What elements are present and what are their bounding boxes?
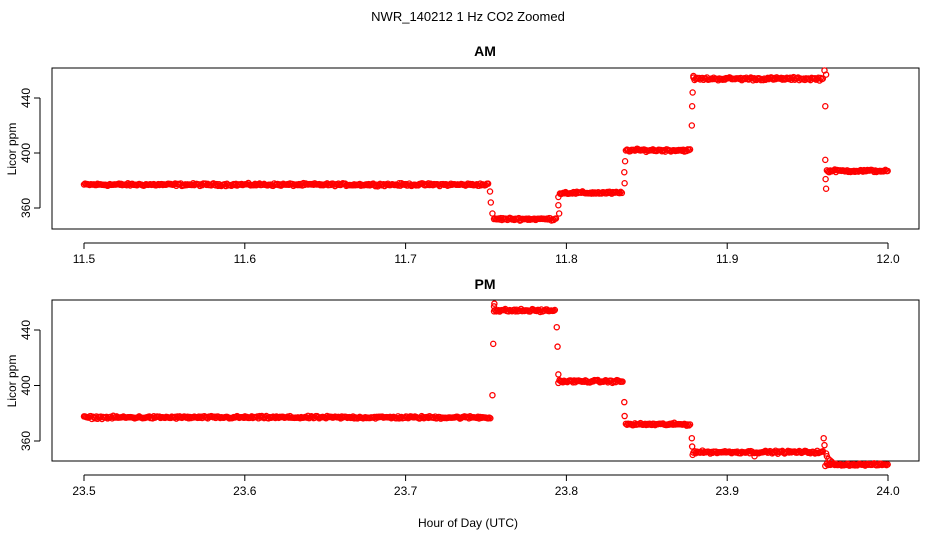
x-tick-label: 23.5 xyxy=(72,484,96,498)
x-axis-label: Hour of Day (UTC) xyxy=(418,516,518,530)
data-point xyxy=(603,377,611,385)
data-point xyxy=(551,306,559,314)
data-point-transition xyxy=(822,156,829,164)
y-tick-label: 400 xyxy=(19,375,33,395)
data-point xyxy=(741,75,749,83)
data-point-transition xyxy=(491,300,498,307)
x-axis-am: 11.5 11.6 11.7 11.8 11.9 12.0 xyxy=(73,242,900,266)
data-point xyxy=(806,448,813,456)
data-point-transition xyxy=(828,458,835,466)
data-point-transition xyxy=(553,323,561,331)
data-point-transition xyxy=(555,201,562,209)
data-point xyxy=(487,415,494,422)
data-point xyxy=(484,180,492,187)
data-point xyxy=(194,414,201,422)
data-point-transition xyxy=(489,391,496,399)
data-point-transition xyxy=(821,441,828,449)
plot-frame-am xyxy=(51,67,920,230)
data-point-transition xyxy=(621,412,628,420)
data-point xyxy=(881,167,888,175)
figure-title: NWR_140212 1 Hz CO2 Zoomed xyxy=(371,9,565,24)
data-point-transition xyxy=(621,157,629,165)
data-point-transition xyxy=(555,371,562,378)
data-point-transition xyxy=(822,71,830,78)
data-point-transition xyxy=(555,193,562,201)
series-points-pm xyxy=(80,300,891,470)
x-tick-label: 11.8 xyxy=(555,252,578,266)
data-point xyxy=(211,413,218,420)
y-tick-label: 440 xyxy=(19,88,33,108)
data-point xyxy=(294,181,302,189)
data-point-transition xyxy=(822,450,830,457)
data-point-transition xyxy=(486,188,494,195)
data-point-transition xyxy=(689,89,696,96)
panel-title-am: AM xyxy=(474,43,496,59)
data-point-transition xyxy=(820,434,827,442)
data-point-transition xyxy=(688,122,696,129)
data-point xyxy=(884,167,891,175)
data-point-transition xyxy=(689,451,696,459)
data-point xyxy=(616,189,623,197)
data-point-transition xyxy=(554,343,561,350)
series-points-am xyxy=(80,67,891,224)
panel-am: AM Licor ppm 11.5 11.6 11.7 11.8 11.9 12.0 36… xyxy=(5,43,920,266)
y-tick-label: 440 xyxy=(19,320,33,340)
x-tick-label: 23.9 xyxy=(716,484,740,498)
x-tick-label: 23.8 xyxy=(555,484,579,498)
data-point xyxy=(619,378,626,385)
x-tick-label: 24.0 xyxy=(876,484,900,498)
data-point-transition xyxy=(487,199,495,206)
data-point-transition xyxy=(826,457,834,464)
x-axis-pm: 23.5 23.6 23.7 23.8 23.9 24.0 xyxy=(72,474,900,498)
data-point-transition xyxy=(822,462,829,470)
y-tick-label: 400 xyxy=(19,143,33,163)
x-tick-label: 11.7 xyxy=(394,252,417,266)
data-point-transition xyxy=(489,210,496,217)
data-point xyxy=(686,146,694,153)
data-point xyxy=(686,421,694,428)
x-tick-label: 11.6 xyxy=(234,252,257,266)
data-point-transition xyxy=(822,175,829,183)
data-point xyxy=(819,75,827,82)
data-point xyxy=(683,422,690,429)
y-tick-label: 360 xyxy=(19,198,33,218)
data-point xyxy=(618,189,626,197)
data-point xyxy=(764,74,771,82)
data-point-transition xyxy=(688,443,696,450)
x-tick-label: 12.0 xyxy=(876,252,900,266)
x-tick-label: 11.9 xyxy=(716,252,739,266)
y-tick-label: 360 xyxy=(19,431,33,451)
data-point-transition xyxy=(489,340,497,348)
data-point xyxy=(552,215,560,222)
ylabel-pm: Licor ppm xyxy=(5,355,19,408)
data-point-transition xyxy=(621,398,628,406)
data-point-transition xyxy=(621,179,628,187)
data-point-transition xyxy=(490,303,498,310)
data-point xyxy=(685,422,693,429)
data-point-transition xyxy=(621,168,628,176)
data-point xyxy=(617,188,625,196)
data-point xyxy=(682,421,689,428)
panel-pm: PM Licor ppm 23.5 23.6 23.7 23.8 23.9 24.0 36… xyxy=(5,276,920,498)
data-point-transition xyxy=(690,72,697,80)
data-point xyxy=(684,421,692,428)
x-tick-label: 23.7 xyxy=(394,484,418,498)
data-point-transition xyxy=(822,103,829,110)
x-tick-label: 11.5 xyxy=(73,252,96,266)
data-point-transition xyxy=(688,434,696,442)
plot-frame-pm xyxy=(51,299,920,462)
data-point xyxy=(884,461,891,468)
data-point-transition xyxy=(555,210,563,217)
data-point-transition xyxy=(688,103,696,110)
data-point xyxy=(709,75,716,83)
panel-title-pm: PM xyxy=(475,276,496,292)
ylabel-am: Licor ppm xyxy=(5,123,19,176)
data-point-transition xyxy=(822,185,830,192)
y-axis-am: 360 400 440 xyxy=(19,88,41,218)
x-tick-label: 23.6 xyxy=(233,484,257,498)
data-point-transition xyxy=(751,453,758,460)
y-axis-pm: 360 400 440 xyxy=(19,320,41,451)
